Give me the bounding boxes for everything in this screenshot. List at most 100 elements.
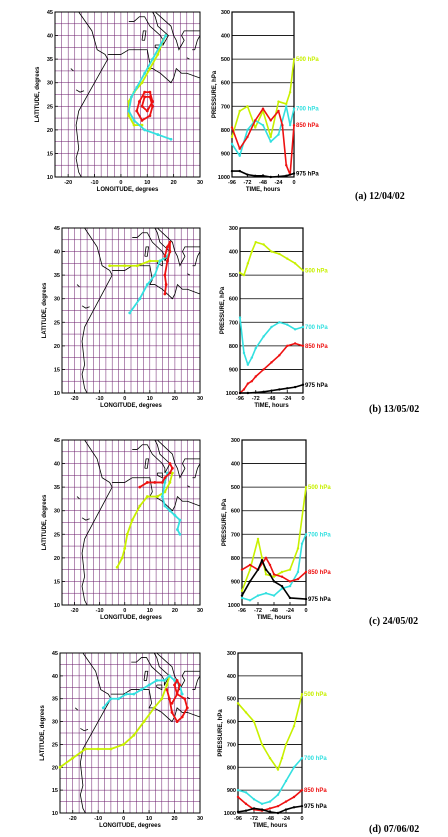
pressure-point (243, 352, 245, 354)
map-xlabel: LONGITUDE, degrees (100, 403, 162, 409)
pressure-ytick-label: 500 (221, 57, 230, 63)
pressure-point (239, 170, 241, 172)
pressure-level-label-850hPa: 850 hPa (304, 788, 327, 794)
map-track-point (110, 748, 113, 751)
map-track-point (125, 693, 128, 696)
pressure-ytick-label: 700 (221, 104, 230, 110)
pressure-point (305, 533, 307, 535)
map-track-point (183, 697, 186, 700)
pressure-xtick-label: -96 (236, 396, 244, 402)
pressure-point (245, 711, 247, 713)
pressure-point (270, 250, 272, 252)
pressure-point (273, 580, 275, 582)
pressure-point (261, 559, 263, 561)
pressure-point (257, 594, 259, 596)
pressure-point (285, 175, 287, 177)
pressure-point (269, 564, 271, 566)
pressure-ytick-label: 700 (231, 532, 240, 538)
map-ytick-label: 15 (54, 367, 60, 373)
map-track-point (181, 693, 184, 696)
pressure-point (289, 580, 291, 582)
map-track-point (163, 293, 166, 296)
pressure-xtick-label: -96 (228, 180, 236, 186)
pressure-point (253, 807, 255, 809)
map-track-point (151, 58, 154, 61)
map-track-point (153, 274, 156, 277)
pressure-ytick-label: 600 (229, 297, 238, 303)
map-track-point (123, 547, 126, 550)
pressure-point (270, 361, 272, 363)
pressure-point (277, 805, 279, 807)
map-ytick-label: 45 (54, 438, 60, 444)
map-xtick-label: 20 (172, 396, 178, 402)
pressure-level-label-850hPa: 850 hPa (296, 123, 319, 129)
pressure-xtick-label: -48 (268, 396, 276, 402)
pressure-point (257, 538, 259, 540)
map-ytick-label: 20 (47, 128, 53, 134)
map-panel-1: -20 -10 0 10 20 301015202530354045LONGITUDE, … (42, 226, 203, 409)
map-track-point (136, 264, 139, 267)
map-ytick-label: 20 (52, 765, 58, 771)
map-track-point (122, 743, 125, 746)
pressure-point (262, 124, 264, 126)
pressure-point (247, 364, 249, 366)
map-ylabel: LATITUDE, degrees (35, 66, 41, 122)
map-track-point (146, 110, 149, 113)
pressure-point (239, 155, 241, 157)
map-track-point (151, 105, 154, 108)
pressure-point (294, 328, 296, 330)
pressure-point (243, 388, 245, 390)
map-ytick-label: 40 (47, 34, 53, 40)
pressure-point (254, 119, 256, 121)
pressure-point (253, 720, 255, 722)
pressure-xtick-label: -96 (234, 816, 242, 822)
pressure-point (278, 388, 280, 390)
pressure-point (231, 170, 233, 172)
pressure-point (277, 175, 279, 177)
map-track-point (123, 264, 126, 267)
map-track-point (133, 124, 136, 127)
pressure-point (293, 124, 295, 126)
map-track-point (168, 472, 171, 475)
map-track-point (149, 67, 152, 70)
map-track-point (186, 706, 189, 709)
pressure-xlabel: TIME, hours (253, 823, 288, 829)
pressure-level-label-975hPa: 975 hPa (308, 597, 331, 603)
pressure-background (238, 653, 302, 813)
map-ytick-label: 15 (54, 579, 60, 585)
pressure-point (269, 757, 271, 759)
map-xtick-label: 10 (146, 816, 152, 822)
map-track-point (146, 495, 149, 498)
pressure-point (285, 105, 287, 107)
map-track-point (102, 706, 105, 709)
map-track-point (146, 283, 149, 286)
pressure-point (262, 243, 264, 245)
map-track-point (176, 528, 179, 531)
pressure-point (245, 803, 247, 805)
pressure-ytick-label: 600 (227, 720, 236, 726)
pressure-point (301, 757, 303, 759)
map-track-point (148, 260, 151, 263)
map-track-point (110, 697, 113, 700)
map-ytick-label: 15 (47, 151, 53, 157)
map-xlabel: LONGITUDE, degrees (99, 823, 161, 829)
pressure-point (239, 392, 241, 394)
map-xtick-label: -10 (96, 608, 104, 614)
pressure-ytick-label: 400 (229, 250, 238, 256)
map-track-point (156, 495, 159, 498)
pressure-point (293, 172, 295, 174)
pressure-point (269, 811, 271, 813)
map-ytick-label: 35 (54, 485, 60, 491)
pressure-point (262, 107, 264, 109)
pressure-point (247, 382, 249, 384)
map-ytick-label: 45 (47, 10, 53, 16)
pressure-point (278, 321, 280, 323)
pressure-ytick-label: 300 (221, 10, 230, 16)
pressure-ytick-label: 800 (221, 128, 230, 134)
map-ytick-label: 45 (52, 651, 58, 657)
pressure-point (261, 808, 263, 810)
pressure-point (247, 262, 249, 264)
map-track-point (165, 283, 168, 286)
pressure-point (270, 140, 272, 142)
pressure-level-label-500hPa: 500 hPa (296, 57, 319, 63)
